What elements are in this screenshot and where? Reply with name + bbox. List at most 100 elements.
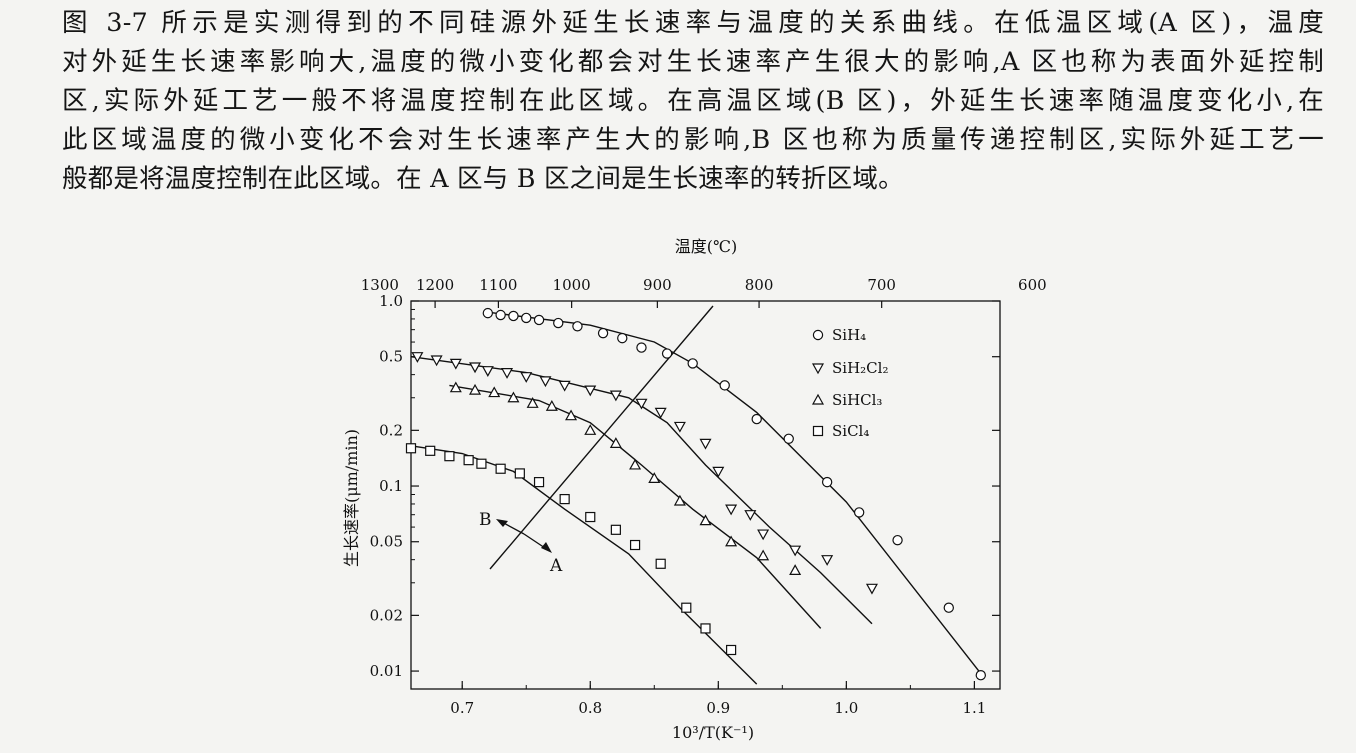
data-point <box>609 437 622 448</box>
data-point <box>488 386 501 398</box>
top-axis-ticks: 1300 1200 1100 1000 900 800 700 600 <box>361 276 1047 308</box>
fit-line <box>410 445 758 685</box>
data-point <box>812 329 824 341</box>
top-tick-label: 600 <box>1018 276 1047 294</box>
body-paragraph: 图 3-7 所示是实测得到的不同硅源外延生长速率与温度的关系曲线。在低温区域(A… <box>62 4 1324 199</box>
data-point <box>699 438 712 450</box>
data-point <box>501 368 514 379</box>
legend: SiH₄ SiH₂Cl₂ SiHCl₃ SiCl₄ <box>811 326 888 440</box>
data-point <box>636 342 647 353</box>
y-tick-label: 0.05 <box>370 533 403 551</box>
data-point <box>597 327 609 339</box>
boundary-line <box>489 305 714 570</box>
data-point <box>482 307 494 319</box>
data-point <box>655 558 666 569</box>
data-point <box>673 421 686 433</box>
data-point <box>725 504 738 516</box>
y-tick-label: 1.0 <box>379 292 403 310</box>
legend-label: SiH₂Cl₂ <box>832 359 888 377</box>
data-point <box>481 366 494 377</box>
data-point <box>811 363 825 375</box>
data-point <box>821 476 833 488</box>
data-point <box>975 669 986 681</box>
data-point <box>719 380 730 391</box>
paragraph-line: 般都是将温度控制在此区域。在 A 区与 B 区之间是生长速率的转折区域。 <box>62 164 904 194</box>
paragraph-line: 此区域温度的微小变化不会对生长速率产生大的影响,B 区也称为质量传递控制区,实际… <box>62 125 1324 155</box>
data-point <box>539 376 552 388</box>
data-point <box>533 477 545 488</box>
top-tick-label: 1200 <box>416 276 454 294</box>
legend-label: SiCl₄ <box>832 422 869 440</box>
data-point <box>726 644 737 656</box>
data-point <box>783 433 794 445</box>
paragraph-line: 区,实际外延工艺一般不将温度控制在此区域。在高温区域(B 区)，外延生长速率随温… <box>62 86 1324 116</box>
data-point <box>430 355 443 367</box>
data-point <box>469 362 482 374</box>
data-point <box>700 623 711 634</box>
data-point <box>507 391 520 403</box>
data-point <box>584 424 597 435</box>
x-tick-label: 1.0 <box>834 699 858 717</box>
data-point <box>411 352 424 363</box>
paragraph-line: 图 3-7 所示是实测得到的不同硅源外延生长速率与温度的关系曲线。在低温区域(A… <box>62 8 1324 38</box>
data-point <box>508 310 519 322</box>
data-point <box>757 549 770 561</box>
fit-lines <box>410 311 983 685</box>
top-axis-label: 温度(℃) <box>675 237 737 256</box>
region-label-b: B <box>479 510 492 530</box>
data-point <box>751 413 762 425</box>
data-point <box>617 332 628 344</box>
data-point <box>559 493 570 505</box>
top-tick-label: 700 <box>867 276 896 294</box>
data-point <box>558 380 571 392</box>
region-label-a: A <box>549 556 563 576</box>
data-point <box>565 409 578 421</box>
data-point <box>425 445 436 456</box>
data-point <box>943 602 954 613</box>
data-point <box>811 393 825 405</box>
data-point <box>609 390 622 402</box>
data-point <box>572 321 583 332</box>
fit-line <box>449 384 822 629</box>
arrow-b-head <box>496 519 508 527</box>
data-point <box>495 309 506 321</box>
y-tick-label: 0.02 <box>370 606 403 624</box>
y-tick-label: 0.1 <box>379 477 403 495</box>
data-point <box>476 458 487 469</box>
data-point <box>699 514 712 526</box>
fit-line <box>410 356 873 625</box>
data-point <box>712 466 725 478</box>
data-point <box>521 312 532 324</box>
data-point <box>444 451 455 462</box>
data-point <box>463 455 474 466</box>
y-axis-ticks: 1.0 0.5 0.2 0.1 0.05 0.02 0.01 <box>370 292 1000 680</box>
data-point <box>892 534 903 546</box>
data-point <box>449 358 462 370</box>
y-tick-label: 0.5 <box>379 348 403 366</box>
data-point <box>495 463 506 474</box>
data-point <box>661 348 673 359</box>
top-tick-label: 800 <box>745 276 774 294</box>
data-point <box>757 529 770 541</box>
data-point <box>449 381 462 393</box>
top-tick-label: 1300 <box>361 276 399 294</box>
arrow-a-head <box>541 542 552 553</box>
x-axis-ticks: 0.7 0.8 0.9 1.0 1.1 <box>450 681 986 717</box>
paragraph-line: 对外延生长速率影响大,温度的微小变化都会对生长速率产生很大的影响,A 区也称为表… <box>62 47 1324 77</box>
fit-line <box>487 311 983 676</box>
y-tick-label: 0.2 <box>379 421 403 439</box>
x-tick-label: 0.9 <box>706 699 730 717</box>
data-point <box>526 397 539 408</box>
data-point <box>514 468 525 479</box>
data-point <box>469 383 482 395</box>
data-point <box>629 458 642 470</box>
data-point <box>654 407 667 419</box>
data-point <box>648 472 661 483</box>
data-point <box>545 399 558 411</box>
data-point <box>673 494 686 506</box>
data-point <box>687 358 698 369</box>
data-point <box>635 398 648 410</box>
data-point <box>821 555 834 566</box>
y-axis-label: 生长速率(μm/min) <box>342 429 361 567</box>
